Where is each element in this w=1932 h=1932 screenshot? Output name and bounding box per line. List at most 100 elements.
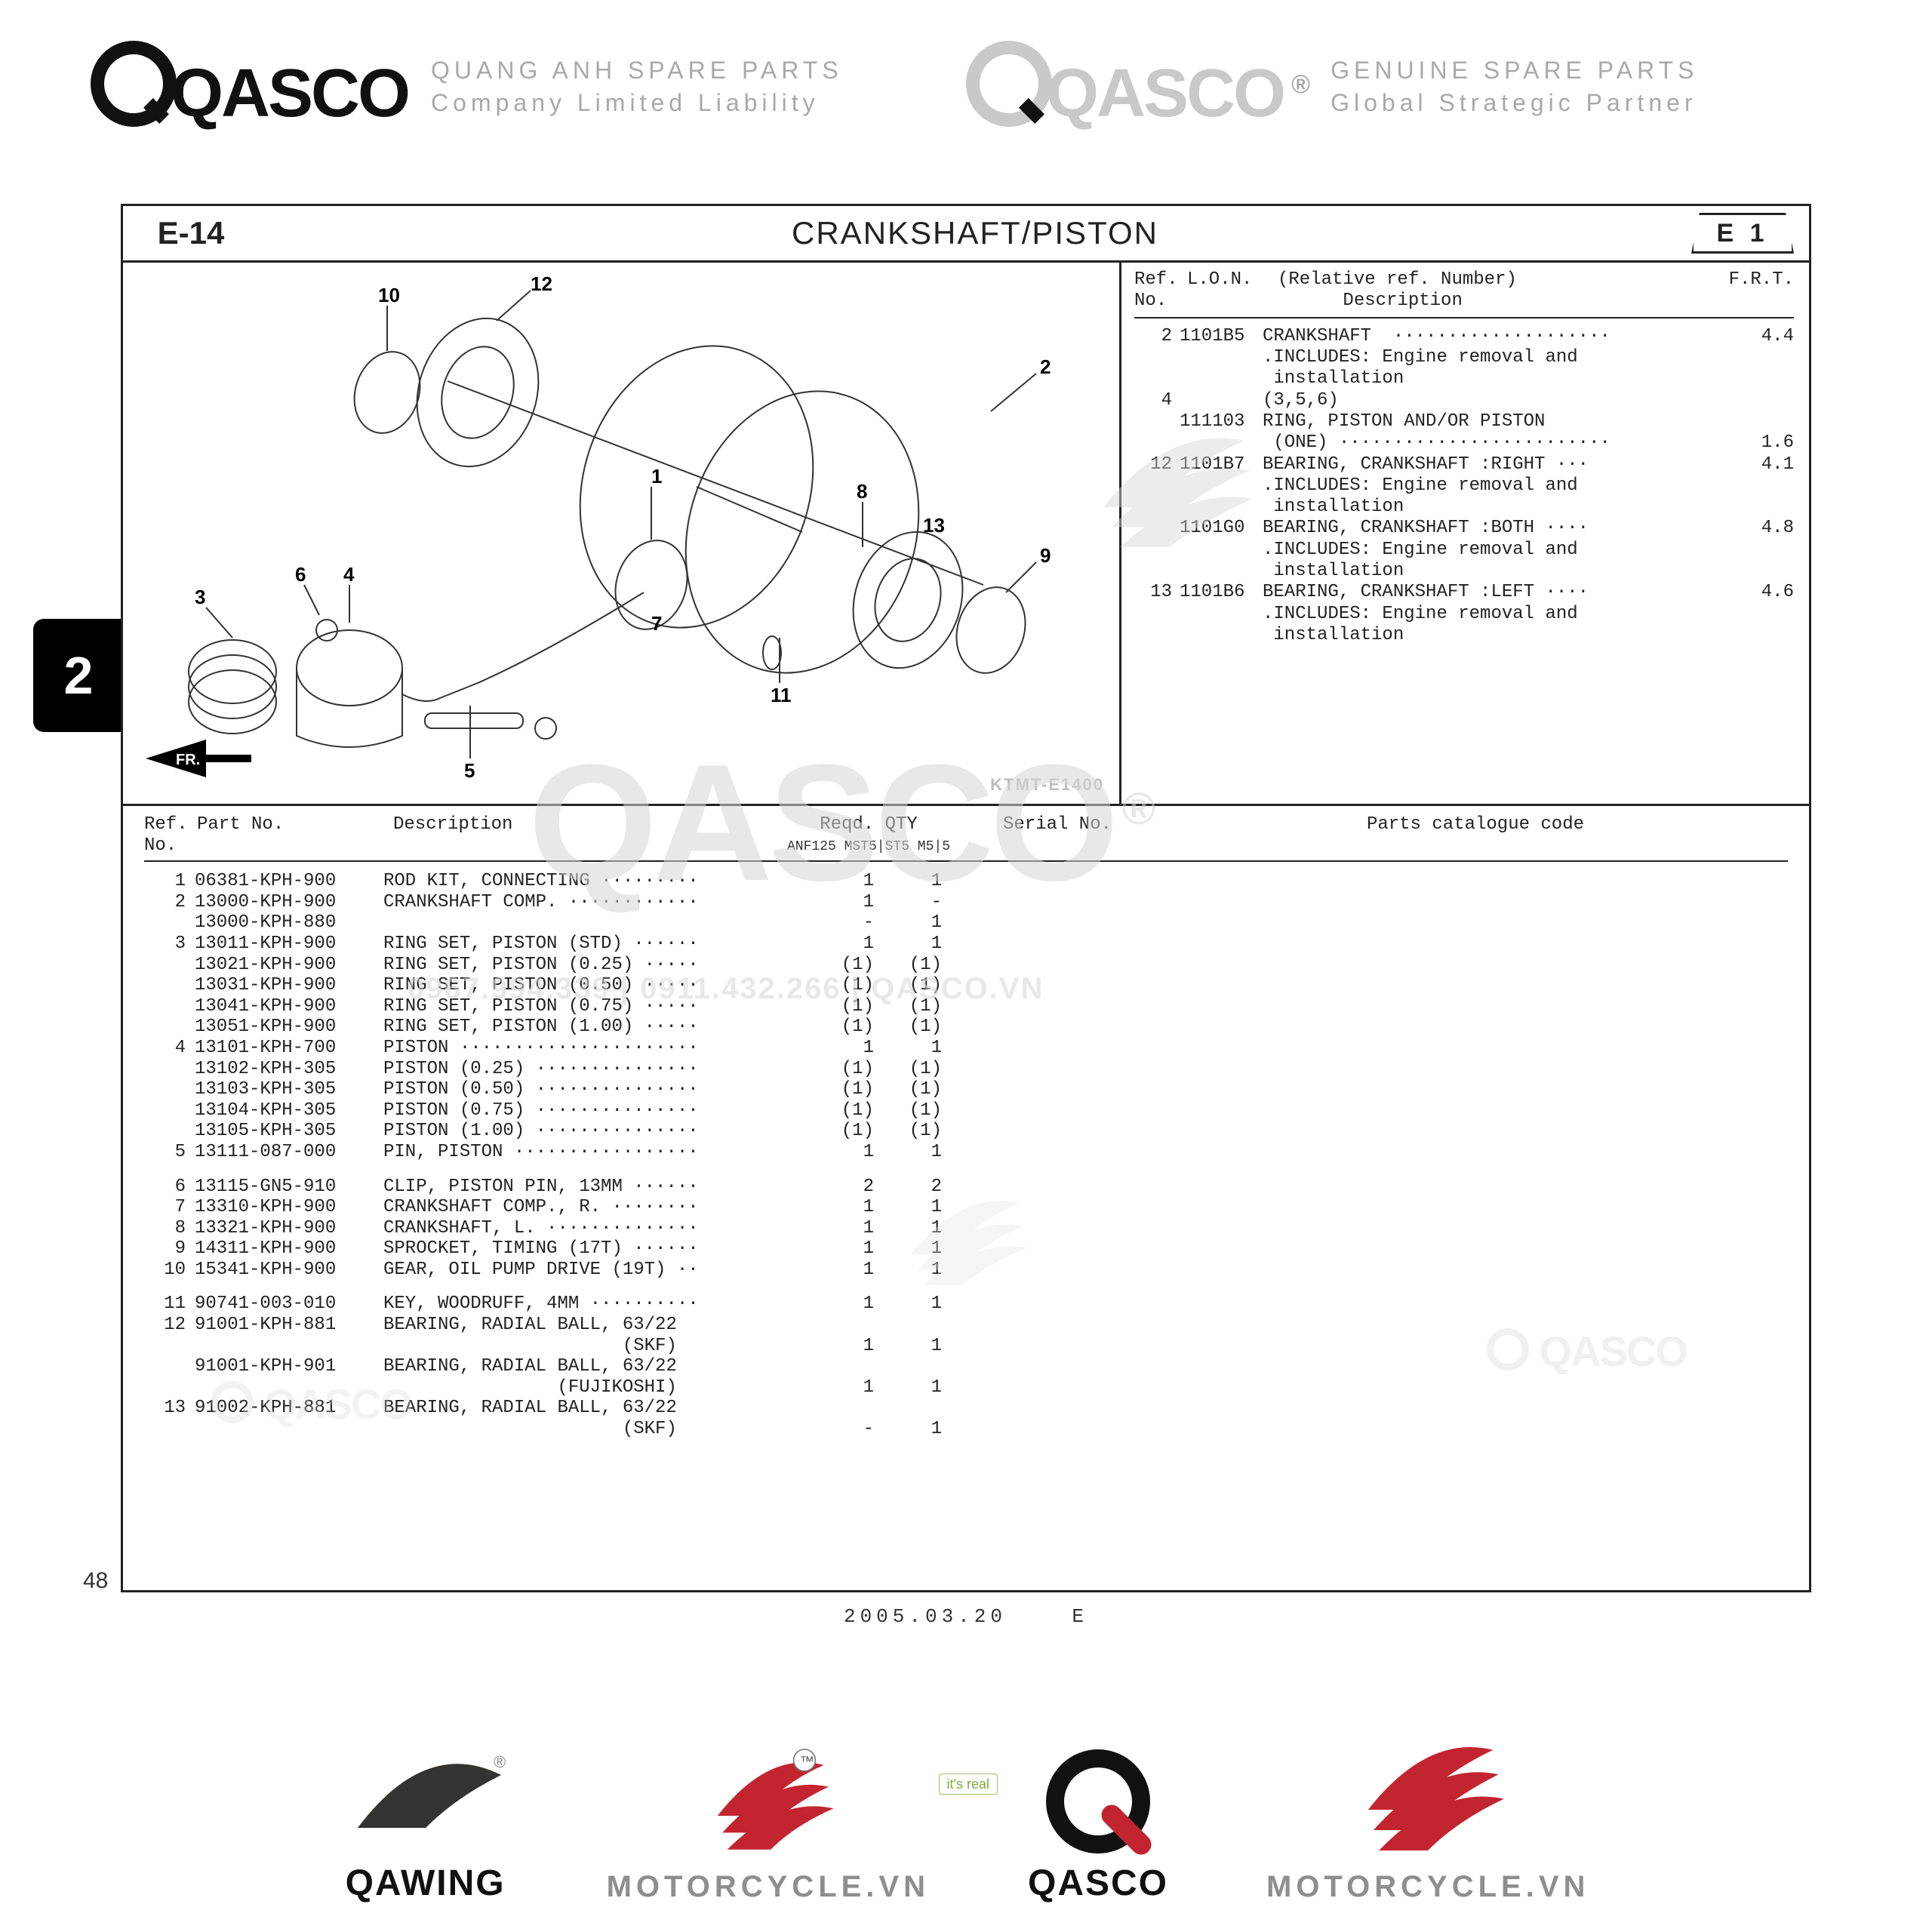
part-row: (SKF)11 (144, 1336, 1788, 1357)
frt-row: 4(3,5,6) (1134, 390, 1794, 411)
sheet-badge: E 1 (1691, 213, 1794, 254)
svg-text:10: 10 (378, 284, 400, 306)
qasco-q-icon (1041, 1745, 1155, 1858)
frt-row: .INCLUDES: Engine removal and (1134, 540, 1794, 561)
svg-text:™: ™ (799, 1754, 814, 1770)
part-row: 1015341-KPH-900GEAR, OIL PUMP DRIVE (19T… (144, 1260, 1788, 1281)
frt-row: 121101B7BEARING, CRANKSHAFT :RIGHT ···4.… (1134, 454, 1794, 475)
sheet-titlebar: E-14 CRANKSHAFT/PISTON E 1 (123, 206, 1809, 263)
brand-left: QASCO QUANG ANH SPARE PARTS Company Limi… (91, 41, 966, 133)
qasco-logo-left: QASCO (91, 41, 408, 133)
svg-text:6: 6 (295, 563, 306, 586)
brand-left-sub: QUANG ANH SPARE PARTS Company Limited Li… (431, 54, 843, 119)
frt-row: installation (1134, 625, 1794, 646)
parts-head: Ref.No. Part No. Description Reqd. QTY A… (144, 814, 1788, 862)
frt-row: installation (1134, 561, 1794, 582)
part-row: 613115-GN5-910CLIP, PISTON PIN, 13MM ···… (144, 1177, 1788, 1198)
part-row: 813321-KPH-900CRANKSHAFT, L. ···········… (144, 1218, 1788, 1239)
brand-right-sub: GENUINE SPARE PARTS Global Strategic Par… (1331, 54, 1698, 119)
part-row: 13000-KPH-880-1 (144, 912, 1788, 934)
frt-table: Ref.No. L.O.N. (Relative ref. Number) De… (1119, 260, 1809, 804)
footer-logos: ® QAWING ™ it's real MOTORCYCLE.VN QASCO… (0, 1706, 1932, 1902)
qawing-label: QAWING (346, 1866, 506, 1902)
brand-left-sub2: Company Limited Liability (431, 87, 843, 119)
part-row: 91001-KPH-901BEARING, RADIAL BALL, 63/22 (144, 1356, 1788, 1377)
part-row: 13031-KPH-900RING SET, PISTON (0.50) ···… (144, 975, 1788, 996)
upper-pane: FR. 1 2 3 4 5 6 7 8 9 10 11 12 13 (123, 260, 1809, 806)
svg-text:13: 13 (923, 514, 945, 537)
q-letter-icon (91, 41, 177, 127)
svg-text:®: ® (494, 1752, 506, 1771)
brand-name-grey: QASCO (1046, 56, 1284, 131)
frt-head-frt: F.R.T. (1726, 269, 1794, 312)
logo-qasco-small: QASCO (1028, 1745, 1168, 1902)
brand-bar: QASCO QUANG ANH SPARE PARTS Company Limi… (91, 26, 1841, 147)
sheet-title: CRANKSHAFT/PISTON (259, 217, 1691, 249)
part-row: 13104-KPH-305PISTON (0.75) ·············… (144, 1100, 1788, 1121)
logo-motorcycle-2: MOTORCYCLE.VN (1266, 1728, 1589, 1902)
part-row: (FUJIKOSHI)11 (144, 1377, 1788, 1398)
part-row: 13051-KPH-900RING SET, PISTON (1.00) ···… (144, 1017, 1788, 1038)
frt-row: 111103RING, PISTON AND/OR PISTON (1134, 411, 1794, 432)
motorcycle-label-2: MOTORCYCLE.VN (1266, 1872, 1589, 1902)
part-row: 213000-KPH-900CRANKSHAFT COMP. ·········… (144, 892, 1788, 913)
frt-row: .INCLUDES: Engine removal and (1134, 347, 1794, 368)
diagram-pane: FR. 1 2 3 4 5 6 7 8 9 10 11 12 13 (123, 260, 1121, 804)
qasco-logo-right: QASCO® (966, 41, 1308, 133)
frt-head-ref: Ref.No. (1134, 269, 1187, 312)
part-row: 513111-087-000PIN, PISTON ··············… (144, 1142, 1788, 1163)
svg-text:5: 5 (464, 759, 475, 782)
svg-text:12: 12 (531, 272, 552, 295)
part-row: 13102-KPH-305PISTON (0.25) ·············… (144, 1059, 1788, 1080)
part-row: 1391002-KPH-881BEARING, RADIAL BALL, 63/… (144, 1398, 1788, 1419)
brand-right: QASCO® GENUINE SPARE PARTS Global Strate… (966, 41, 1841, 133)
diagram-code: KTMT-E1400 (990, 777, 1104, 793)
page-number: 48 (83, 1570, 108, 1592)
svg-text:8: 8 (857, 480, 867, 503)
svg-text:9: 9 (1040, 544, 1051, 567)
frt-row: installation (1134, 368, 1794, 389)
frt-head-desc: (Relative ref. Number) Description (1278, 269, 1726, 312)
brand-right-sub1: GENUINE SPARE PARTS (1331, 54, 1698, 87)
frt-head-lon: L.O.N. (1187, 269, 1278, 312)
motorcycle-label-1: MOTORCYCLE.VN (607, 1872, 930, 1902)
head-qty: Reqd. QTY ANF125 MST5|ST5 M5|5 (786, 814, 952, 856)
part-row: 413101-KPH-700PISTON ···················… (144, 1038, 1788, 1059)
logo-motorcycle-1: ™ it's real MOTORCYCLE.VN (607, 1743, 930, 1902)
head-serial: Serial No. (952, 814, 1163, 856)
part-row: 313011-KPH-900RING SET, PISTON (STD) ···… (144, 934, 1788, 955)
head-desc: Description (393, 814, 786, 856)
parts-table: Ref.No. Part No. Description Reqd. QTY A… (123, 804, 1809, 1590)
frt-head: Ref.No. L.O.N. (Relative ref. Number) De… (1134, 269, 1794, 318)
qawing-icon: ® (343, 1745, 509, 1858)
registered-icon: ® (1291, 70, 1308, 99)
logo-qawing: ® QAWING (343, 1745, 509, 1902)
part-row: 1291001-KPH-881BEARING, RADIAL BALL, 63/… (144, 1315, 1788, 1336)
part-row: 106381-KPH-900ROD KIT, CONNECTING ······… (144, 871, 1788, 892)
its-real-badge: it's real (939, 1774, 998, 1795)
fr-arrow-icon: FR. (146, 740, 251, 777)
part-row: 13041-KPH-900RING SET, PISTON (0.75) ···… (144, 996, 1788, 1017)
frt-row: .INCLUDES: Engine removal and (1134, 475, 1794, 497)
head-partno: Part No. (197, 814, 393, 856)
svg-text:3: 3 (195, 586, 205, 608)
frt-row: 131101B6BEARING, CRANKSHAFT :LEFT ····4.… (1134, 582, 1794, 603)
side-tab: 2 (33, 619, 124, 732)
frt-row: 21101B5CRANKSHAFT ····················4.… (1134, 326, 1794, 347)
head-catcode: Parts catalogue code (1163, 814, 1788, 856)
svg-text:2: 2 (1040, 355, 1051, 378)
frt-row: (ONE) ·························1.6 (1134, 432, 1794, 454)
part-row: (SKF)-1 (144, 1419, 1788, 1440)
svg-text:4: 4 (343, 563, 355, 586)
brand-name: QASCO (171, 56, 408, 131)
head-ref: Ref.No. (144, 814, 197, 856)
svg-text:7: 7 (651, 612, 662, 635)
exploded-diagram: FR. 1 2 3 4 5 6 7 8 9 10 11 12 13 (123, 260, 1119, 804)
wing-red-large-icon (1345, 1728, 1511, 1864)
qasco-small-label: QASCO (1028, 1866, 1168, 1902)
svg-text:11: 11 (771, 684, 792, 706)
wing-red-icon: ™ (697, 1743, 840, 1864)
svg-text:1: 1 (651, 465, 662, 488)
part-row: 13105-KPH-305PISTON (1.00) ·············… (144, 1121, 1788, 1142)
brand-left-sub1: QUANG ANH SPARE PARTS (431, 54, 843, 87)
